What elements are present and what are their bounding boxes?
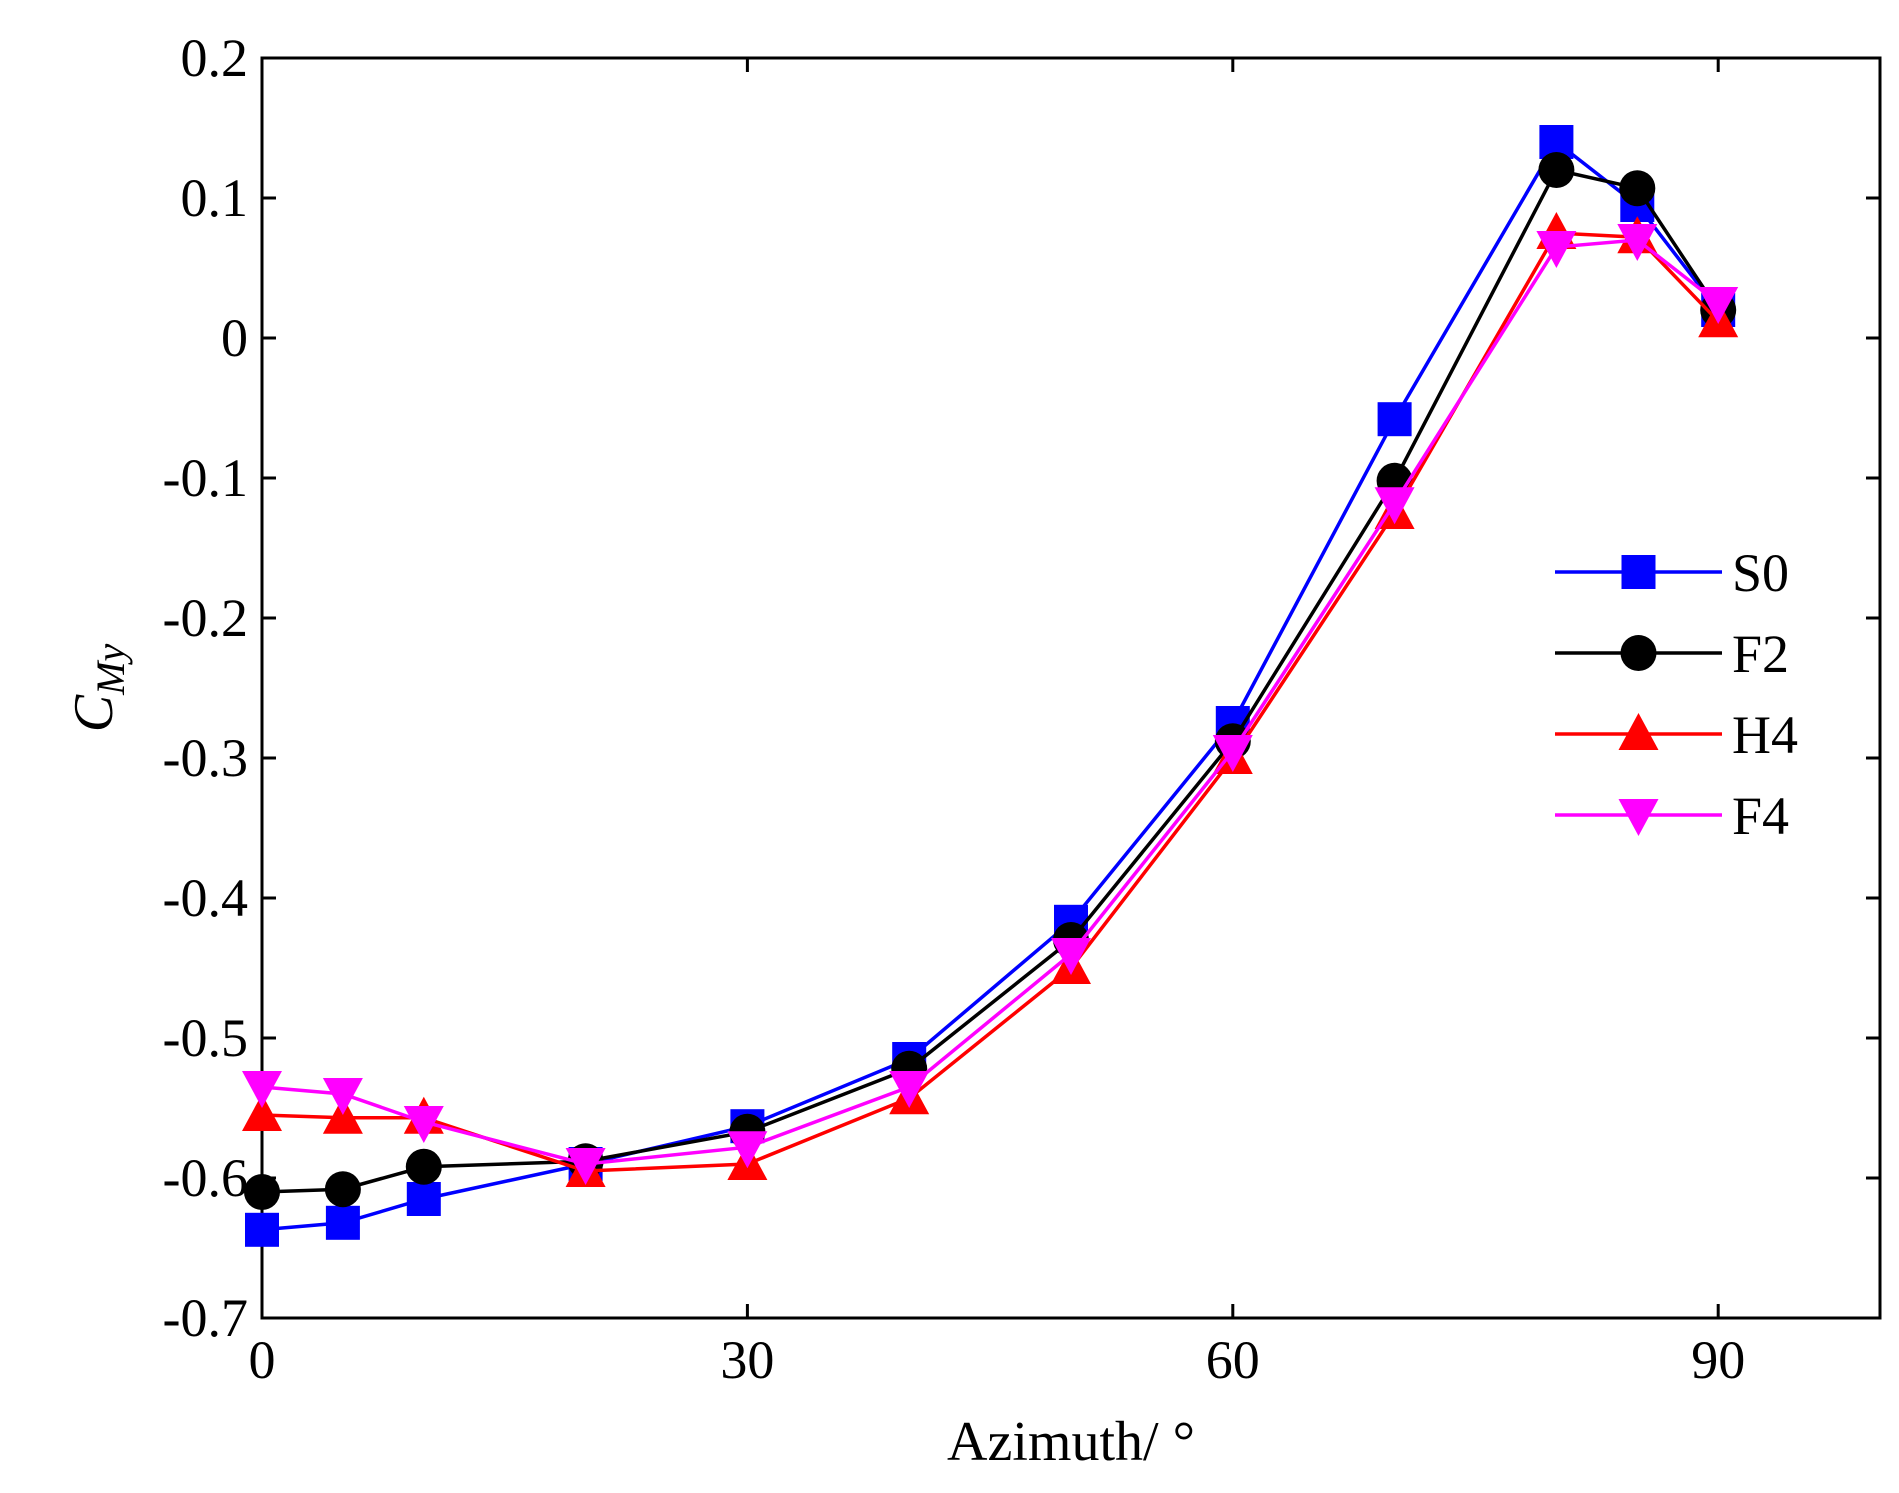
y-tick-label: 0 bbox=[221, 308, 248, 368]
data-point-f4 bbox=[1536, 231, 1577, 268]
series-s0 bbox=[245, 125, 1736, 1247]
x-tick-label: 90 bbox=[1691, 1330, 1745, 1390]
legend-item-f2: F2 bbox=[1555, 624, 1789, 684]
y-axis-title-subscript: My bbox=[88, 644, 133, 696]
y-tick-label: 0.1 bbox=[181, 168, 249, 228]
y-axis-title: CMy bbox=[63, 644, 133, 733]
y-tick-label: 0.2 bbox=[181, 28, 249, 88]
data-point-f4 bbox=[1698, 287, 1739, 324]
plot-area bbox=[260, 56, 1882, 1320]
x-axis-title: Azimuth/ ° bbox=[947, 1411, 1195, 1473]
legend-marker-s0 bbox=[1621, 555, 1656, 589]
y-axis-title-main: C bbox=[63, 694, 125, 732]
y-tick-label: -0.1 bbox=[163, 448, 248, 508]
legend-item-s0: S0 bbox=[1555, 543, 1789, 603]
legend-marker-f4 bbox=[1618, 799, 1659, 836]
data-point-s0 bbox=[1377, 402, 1412, 437]
data-point-s0 bbox=[245, 1212, 279, 1247]
legend-label-s0: S0 bbox=[1732, 543, 1789, 603]
data-point-f2 bbox=[244, 1174, 280, 1210]
y-tick-label: -0.5 bbox=[163, 1008, 248, 1068]
data-point-f4 bbox=[1212, 735, 1253, 772]
data-point-f4 bbox=[403, 1106, 444, 1143]
legend-label-h4: H4 bbox=[1732, 705, 1798, 765]
legend-item-f4: F4 bbox=[1555, 786, 1789, 846]
data-point-f4 bbox=[889, 1071, 930, 1108]
x-tick-label: 30 bbox=[720, 1330, 774, 1390]
data-point-f4 bbox=[565, 1148, 606, 1185]
data-point-h4 bbox=[322, 1096, 363, 1134]
series-layer bbox=[242, 125, 1739, 1247]
y-tick-label: -0.6 bbox=[163, 1148, 248, 1208]
y-tick-label: -0.4 bbox=[163, 868, 248, 928]
data-point-f2 bbox=[1538, 152, 1575, 188]
data-point-f4 bbox=[1617, 224, 1658, 261]
data-point-f2 bbox=[324, 1171, 361, 1208]
data-point-f4 bbox=[242, 1071, 282, 1108]
data-point-f4 bbox=[1374, 487, 1415, 525]
legend-label-f2: F2 bbox=[1732, 624, 1789, 684]
data-point-f2 bbox=[1619, 170, 1656, 207]
data-point-h4 bbox=[242, 1094, 282, 1131]
data-point-s0 bbox=[325, 1205, 360, 1240]
x-tick-label: 0 bbox=[249, 1330, 276, 1390]
series-f4 bbox=[242, 224, 1739, 1185]
data-point-f4 bbox=[727, 1131, 768, 1169]
legend: S0 F2 H4 F4 bbox=[1555, 543, 1798, 846]
legend-marker-h4 bbox=[1618, 713, 1659, 750]
data-point-f4 bbox=[1051, 938, 1091, 975]
legend-label-f4: F4 bbox=[1732, 786, 1789, 846]
x-axis: 0 30 60 90 bbox=[249, 58, 1745, 1390]
x-tick-label: 60 bbox=[1206, 1330, 1260, 1390]
legend-marker-f2 bbox=[1620, 635, 1657, 671]
y-tick-label: -0.7 bbox=[163, 1288, 248, 1348]
data-point-f4 bbox=[322, 1078, 363, 1115]
legend-item-h4: H4 bbox=[1555, 705, 1798, 765]
data-point-f2 bbox=[405, 1148, 442, 1185]
y-tick-label: -0.2 bbox=[163, 588, 248, 648]
data-point-s0 bbox=[406, 1182, 441, 1216]
y-tick-label: -0.3 bbox=[163, 728, 248, 788]
y-axis: 0.2 0.1 0 -0.1 -0.2 -0.3 -0.4 -0.5 -0.6 -0.7 bbox=[163, 28, 1880, 1348]
